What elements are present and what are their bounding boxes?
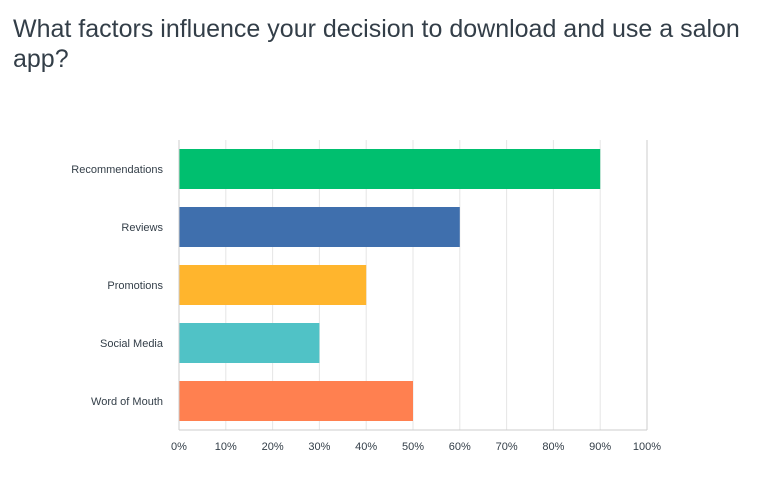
bar-word-of-mouth[interactable] bbox=[179, 381, 413, 421]
axis-lines bbox=[178, 140, 648, 431]
x-tick-label: 50% bbox=[402, 441, 424, 453]
category-label: Recommendations bbox=[71, 164, 163, 176]
x-tick-label: 60% bbox=[449, 441, 471, 453]
category-label: Reviews bbox=[121, 222, 163, 234]
category-label: Social Media bbox=[100, 338, 164, 350]
x-tick-label: 40% bbox=[355, 441, 377, 453]
x-tick-label: 0% bbox=[171, 441, 187, 453]
x-tick-label: 30% bbox=[308, 441, 330, 453]
x-tick-label: 20% bbox=[262, 441, 284, 453]
x-tick-label: 70% bbox=[496, 441, 518, 453]
category-label: Promotions bbox=[107, 280, 163, 292]
bars bbox=[179, 149, 601, 421]
bar-reviews[interactable] bbox=[179, 207, 460, 247]
bar-social-media[interactable] bbox=[179, 323, 320, 363]
category-labels: Recommendations Reviews Promotions Social M… bbox=[71, 164, 164, 408]
tick-labels: 0% 10% 20% 30% 40% 50% 60% 70% 80% 90% 100% bbox=[171, 441, 661, 453]
x-tick-label: 10% bbox=[215, 441, 237, 453]
bar-promotions[interactable] bbox=[179, 265, 367, 305]
bar-recommendations[interactable] bbox=[179, 149, 601, 189]
x-tick-label: 100% bbox=[633, 441, 661, 453]
x-tick-label: 80% bbox=[542, 441, 564, 453]
x-tick-label: 90% bbox=[589, 441, 611, 453]
chart-title: What factors influence your decision to … bbox=[13, 15, 740, 73]
category-label: Word of Mouth bbox=[91, 396, 163, 408]
